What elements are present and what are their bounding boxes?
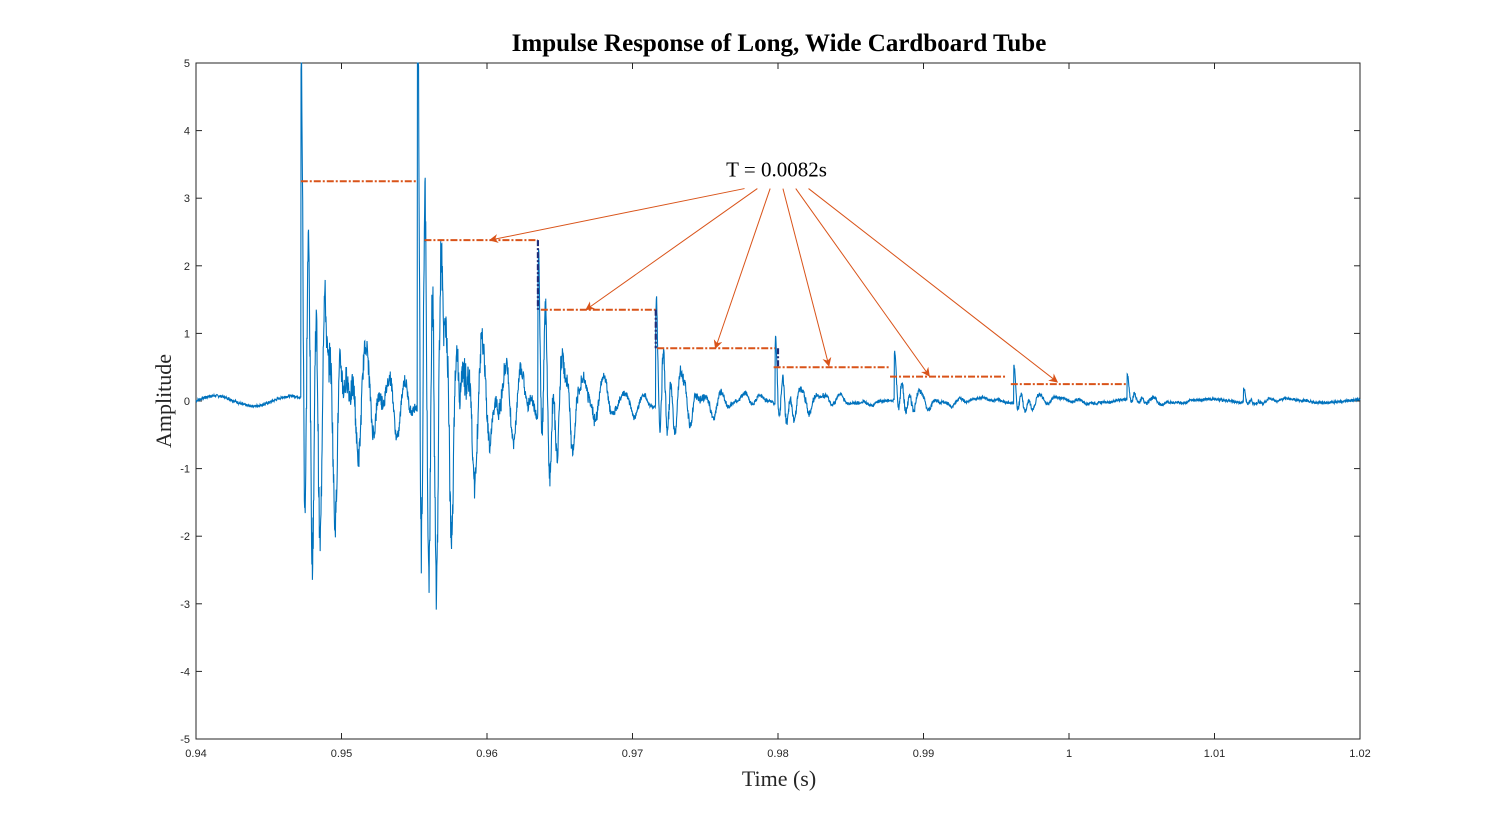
y-tick-label: 3	[184, 193, 190, 205]
annotation-arrow	[713, 188, 771, 350]
x-tick-label: 1	[1066, 748, 1072, 760]
y-tick-label: 2	[184, 261, 190, 273]
y-axis-ticks: -5 -4 -3 -2 -1 0 1 2 3 4 5	[180, 58, 1360, 746]
annotation-arrows	[489, 188, 1059, 383]
x-axis-ticks: 0.94 0.95 0.96 0.97 0.98 0.99 1 1.01 1.02	[185, 63, 1371, 760]
x-axis-label: Time (s)	[742, 766, 816, 791]
annotation-arrow	[585, 188, 758, 311]
y-tick-label: -3	[180, 599, 190, 611]
signal-series-line	[195, 62, 1361, 610]
x-tick-label: 0.99	[913, 748, 934, 760]
y-tick-label: -5	[180, 734, 190, 746]
chart-title: Impulse Response of Long, Wide Cardboard…	[512, 30, 1047, 57]
y-tick-label: 5	[184, 58, 190, 70]
y-tick-label: 0	[184, 396, 190, 408]
y-tick-label: -1	[180, 464, 190, 476]
x-tick-label: 0.98	[767, 748, 788, 760]
step-markers	[536, 240, 780, 368]
annotation-arrow	[808, 188, 1059, 383]
y-tick-label: -2	[180, 531, 190, 543]
x-tick-label: 1.02	[1349, 748, 1370, 760]
y-tick-label: 4	[184, 126, 190, 138]
y-tick-label: -4	[180, 666, 190, 678]
annotation-arrow	[795, 188, 930, 377]
y-tick-label: 1	[184, 328, 190, 340]
x-tick-label: 0.96	[476, 748, 497, 760]
annotation-arrow	[489, 188, 745, 243]
annotation-arrow	[782, 188, 832, 367]
y-axis-label: Amplitude	[151, 354, 176, 448]
x-tick-label: 0.95	[331, 748, 352, 760]
period-annotation-text: T = 0.0082s	[726, 158, 827, 182]
x-tick-label: 1.01	[1204, 748, 1225, 760]
x-tick-label: 0.94	[185, 748, 206, 760]
x-tick-label: 0.97	[622, 748, 643, 760]
